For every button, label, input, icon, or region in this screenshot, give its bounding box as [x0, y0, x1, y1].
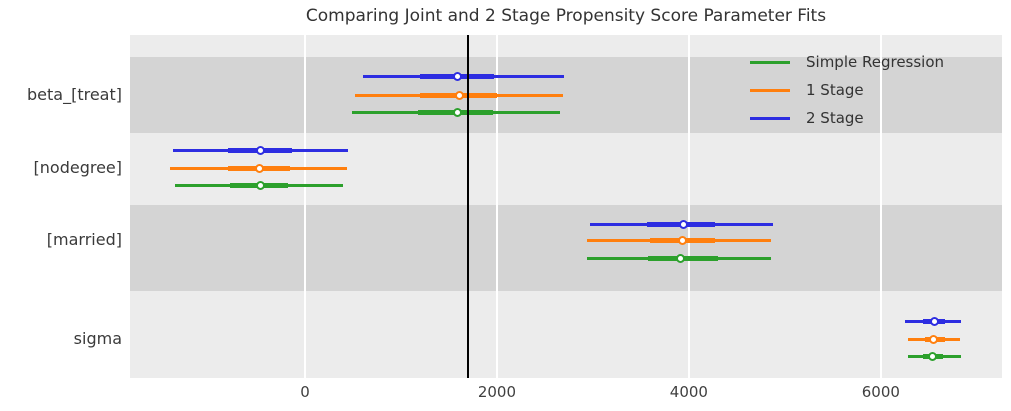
chart-title: Comparing Joint and 2 Stage Propensity S…	[305, 6, 827, 26]
mean-marker	[929, 316, 939, 326]
mean-marker	[256, 145, 266, 155]
reference-line	[467, 35, 470, 378]
gridline	[303, 35, 306, 378]
mean-marker	[676, 253, 686, 263]
legend-line-sample	[750, 116, 790, 120]
x-axis-tick-label: 6000	[861, 383, 900, 401]
mean-marker	[254, 163, 264, 173]
row-band	[130, 205, 1002, 291]
legend-line-sample	[750, 88, 790, 92]
mean-marker	[678, 219, 688, 229]
legend-entry-label: Simple Regression	[806, 53, 945, 71]
y-axis-label: [married]	[46, 230, 122, 249]
y-axis-label: beta_[treat]	[27, 85, 122, 104]
gridline	[687, 35, 690, 378]
legend-entry-label: 2 Stage	[806, 109, 864, 127]
row-band	[130, 57, 1002, 133]
y-axis-label: sigma	[73, 329, 122, 348]
gridline	[495, 35, 498, 378]
legend-line-sample	[750, 60, 790, 64]
y-axis-label: [nodegree]	[33, 158, 122, 177]
mean-marker	[455, 90, 465, 100]
mean-marker	[256, 180, 266, 190]
x-axis-tick-label: 2000	[477, 383, 517, 401]
legend-entry-label: 1 Stage	[806, 81, 864, 99]
plot-area	[130, 35, 1002, 378]
mean-marker	[677, 235, 687, 245]
mean-marker	[453, 107, 463, 117]
x-axis-tick-label: 0	[300, 383, 310, 401]
x-axis-tick-label: 4000	[669, 383, 708, 401]
gridline	[879, 35, 882, 378]
mean-marker	[452, 71, 462, 81]
mean-marker	[928, 351, 938, 361]
mean-marker	[928, 334, 938, 344]
